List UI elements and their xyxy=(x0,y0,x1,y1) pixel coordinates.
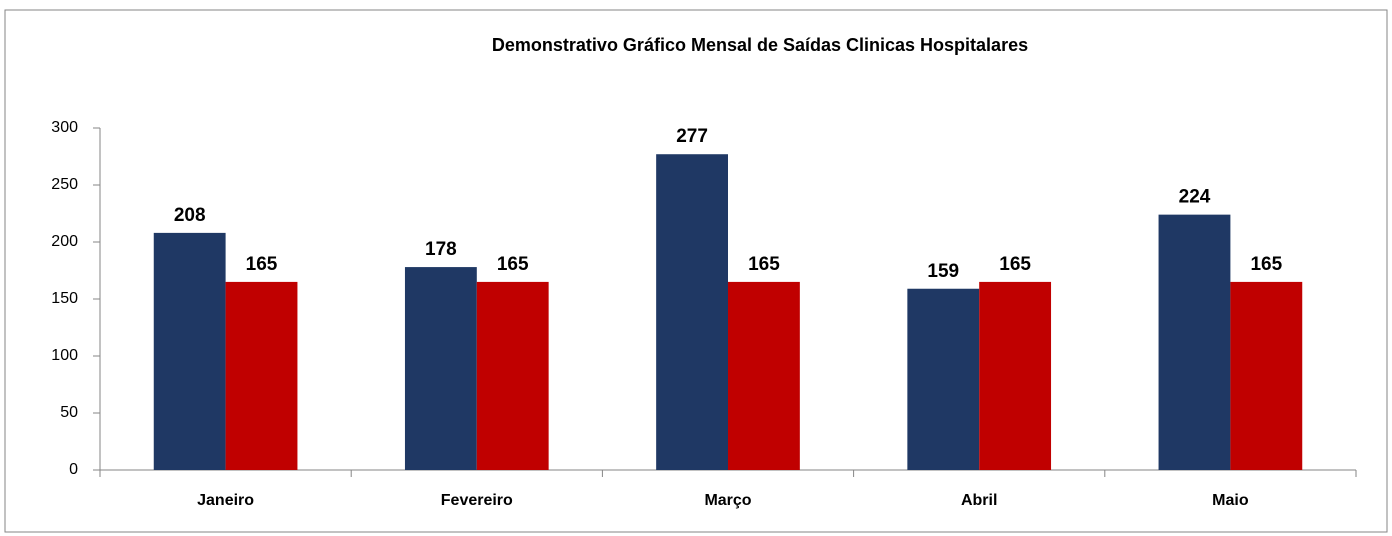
x-tick-label: Fevereiro xyxy=(441,492,513,509)
data-label: 165 xyxy=(246,254,278,275)
data-label: 224 xyxy=(1179,187,1211,208)
x-tick-label: Março xyxy=(704,492,751,509)
data-label: 165 xyxy=(748,254,780,275)
bar xyxy=(979,281,1052,470)
bar xyxy=(907,288,980,470)
y-tick-label: 200 xyxy=(51,233,78,250)
bar xyxy=(225,281,298,470)
y-tick-label: 0 xyxy=(69,461,78,478)
data-label: 178 xyxy=(425,239,457,260)
bar xyxy=(656,154,728,470)
data-label: 165 xyxy=(1250,254,1282,275)
bar xyxy=(1158,214,1231,470)
data-label: 159 xyxy=(927,261,959,282)
data-label: 277 xyxy=(676,126,708,147)
data-label: 208 xyxy=(174,205,206,226)
chart-title: Demonstrativo Gráfico Mensal de Saídas C… xyxy=(492,35,1028,55)
x-tick-label: Maio xyxy=(1212,492,1249,509)
bar xyxy=(153,232,226,470)
y-tick-label: 250 xyxy=(51,176,78,193)
data-label: 165 xyxy=(999,254,1031,275)
x-tick-label: Abril xyxy=(961,492,997,509)
y-tick-label: 50 xyxy=(60,404,78,421)
bar xyxy=(728,281,800,470)
bar xyxy=(404,267,477,470)
y-tick-label: 150 xyxy=(51,290,78,307)
data-label: 165 xyxy=(497,254,529,275)
bar xyxy=(476,281,549,470)
y-tick-label: 300 xyxy=(51,119,78,136)
bar xyxy=(1230,281,1303,470)
y-tick-label: 100 xyxy=(51,347,78,364)
x-tick-label: Janeiro xyxy=(197,492,254,509)
